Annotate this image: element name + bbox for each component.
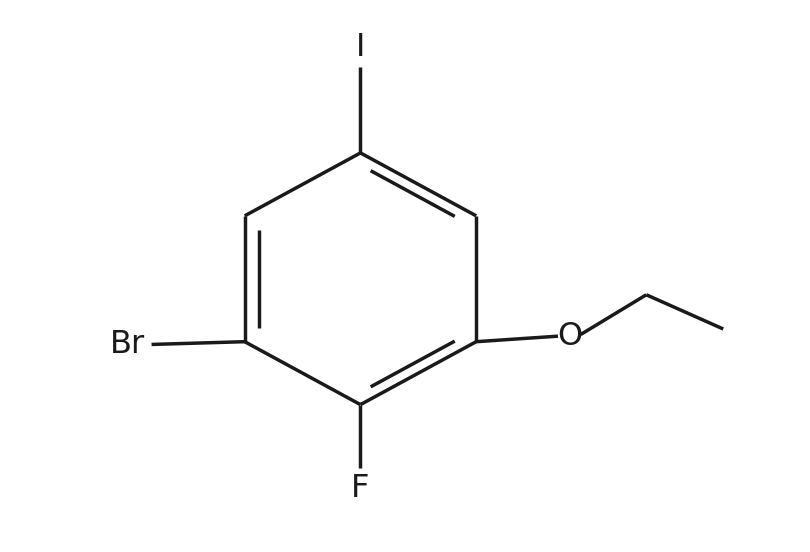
Text: I: I [356,32,365,63]
Text: Br: Br [110,329,145,360]
Text: O: O [556,321,582,352]
Text: F: F [352,473,369,503]
